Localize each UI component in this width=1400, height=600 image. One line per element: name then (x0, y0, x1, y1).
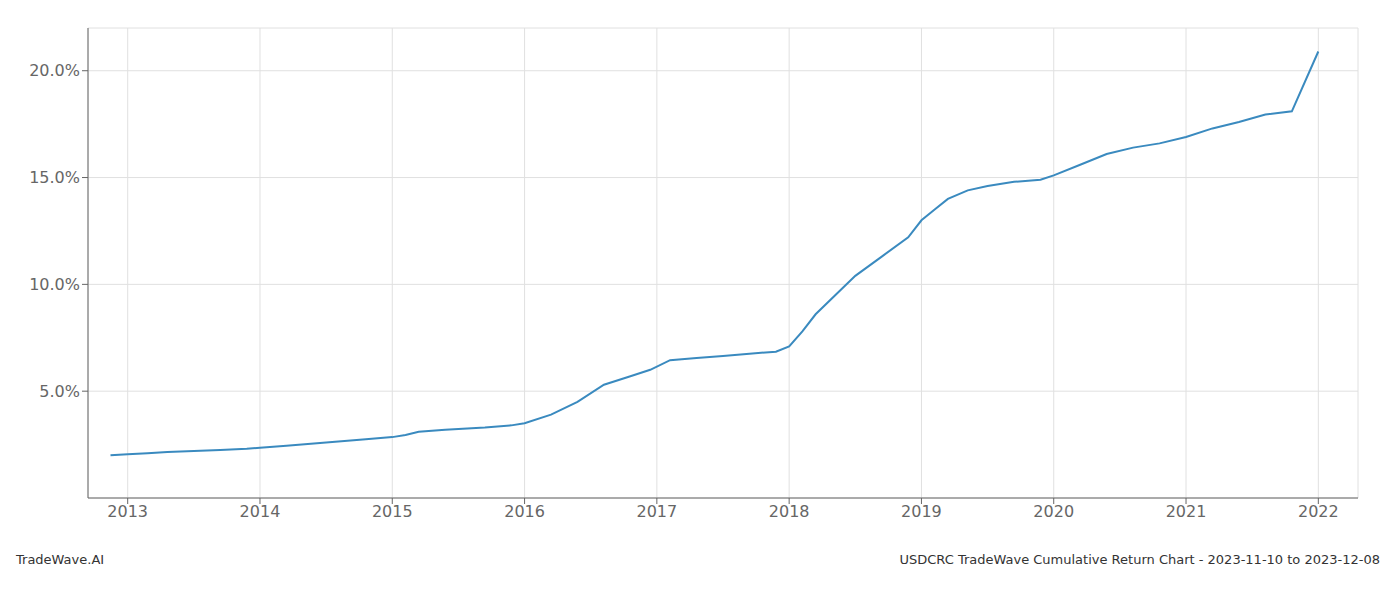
svg-text:2021: 2021 (1166, 502, 1207, 521)
svg-text:2015: 2015 (372, 502, 413, 521)
svg-text:2014: 2014 (240, 502, 281, 521)
svg-text:2022: 2022 (1298, 502, 1339, 521)
svg-text:10.0%: 10.0% (29, 275, 80, 294)
svg-text:5.0%: 5.0% (39, 382, 80, 401)
html-text:USDCRC TradeWave Cumulative Re: USDCRC TradeWave Cumulative Return Chart… (899, 552, 1380, 567)
svg-text:2013: 2013 (107, 502, 148, 521)
svg-text:15.0%: 15.0% (29, 168, 80, 187)
svg-text:2019: 2019 (901, 502, 942, 521)
svg-text:2016: 2016 (504, 502, 545, 521)
svg-text:2017: 2017 (636, 502, 677, 521)
svg-text:2018: 2018 (769, 502, 810, 521)
html-text:TradeWave.AI: TradeWave.AI (16, 552, 105, 567)
svg-text:20.0%: 20.0% (29, 61, 80, 80)
svg-text:2020: 2020 (1033, 502, 1074, 521)
